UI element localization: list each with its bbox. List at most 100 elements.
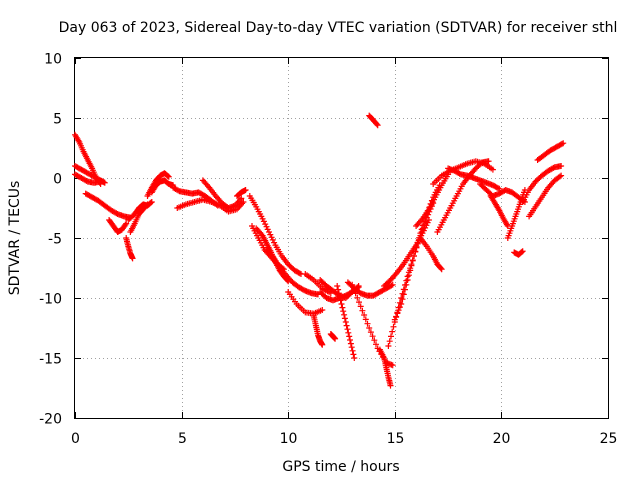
x-tick-label: 5: [178, 431, 187, 447]
data-point: [413, 243, 420, 250]
data-point: [402, 286, 408, 293]
data-point: [260, 218, 267, 225]
data-point: [343, 322, 350, 329]
data-point: [373, 341, 379, 348]
data-point: [348, 344, 355, 351]
data-point: [558, 172, 565, 179]
data-point: [409, 257, 416, 264]
data-point: [354, 294, 361, 301]
x-tick-label: 0: [71, 431, 80, 447]
data-point: [344, 326, 351, 333]
data-point: [389, 328, 396, 335]
data-point: [396, 304, 403, 311]
series-sat-track-43: [526, 172, 565, 220]
series-sat-track-3: [72, 171, 104, 186]
data-point: [101, 179, 108, 186]
data-point: [337, 297, 344, 304]
series-sat-track-18: [263, 247, 321, 298]
data-point: [144, 201, 151, 208]
data-point: [364, 320, 371, 327]
data-point: [408, 262, 415, 269]
data-point: [352, 290, 359, 297]
series-sat-track-35: [430, 158, 496, 187]
data-point: [366, 325, 373, 331]
series-sat-track-13: [199, 177, 245, 211]
data-point: [319, 307, 326, 313]
series-sat-track-44: [534, 140, 567, 163]
data-point: [356, 299, 362, 306]
data-point: [147, 199, 154, 206]
x-tick-label: 20: [493, 431, 511, 447]
data-point: [389, 362, 396, 369]
series-sat-track-14: [234, 187, 249, 199]
data-point: [165, 173, 171, 180]
series-sat-track-24: [327, 331, 339, 342]
data-point: [338, 301, 345, 307]
data-point: [165, 173, 172, 180]
data-point: [347, 340, 354, 347]
data-point: [122, 221, 129, 228]
data-point: [400, 291, 407, 298]
data-point: [412, 248, 419, 255]
data-point: [495, 185, 501, 192]
data-point: [398, 295, 405, 301]
data-point: [438, 266, 445, 273]
data-point: [390, 323, 397, 330]
data-point: [489, 166, 496, 173]
data-point: [403, 281, 410, 288]
data-point: [336, 293, 343, 300]
x-tick-label: 10: [280, 431, 298, 447]
y-tick-label: 5: [53, 112, 62, 128]
data-point: [123, 220, 130, 227]
series-sat-track-8: [127, 201, 151, 235]
data-point: [340, 308, 347, 315]
data-point: [395, 307, 402, 314]
data-point: [349, 347, 356, 354]
data-point: [518, 248, 525, 255]
data-point: [345, 329, 352, 336]
data-point: [388, 333, 394, 340]
data-point: [357, 303, 364, 310]
data-point: [367, 329, 374, 336]
data-point: [388, 282, 395, 289]
data-point: [129, 255, 136, 262]
series-sat-track-29: [376, 346, 394, 389]
series-sat-track-39: [487, 193, 511, 229]
series-sat-track-41: [511, 248, 526, 258]
data-point: [485, 158, 492, 165]
data-point: [347, 337, 353, 343]
data-point: [335, 290, 342, 297]
data-point: [341, 315, 348, 322]
y-tick-label: -20: [39, 412, 62, 428]
data-point: [404, 277, 411, 283]
data-point: [362, 316, 369, 323]
data-point: [385, 343, 392, 349]
data-point: [414, 239, 421, 246]
data-point: [350, 286, 357, 293]
series-sat-track-19: [285, 289, 326, 317]
data-point: [373, 121, 380, 128]
data-point: [332, 335, 339, 342]
series-sat-track-42: [519, 163, 565, 205]
data-point: [359, 307, 366, 314]
data-point: [556, 173, 563, 180]
y-tick-label: 0: [53, 172, 62, 188]
data-point: [346, 333, 353, 340]
data-point: [387, 382, 394, 389]
y-tick-label: 10: [44, 52, 62, 68]
data-point: [339, 304, 346, 311]
data-point: [148, 199, 155, 205]
data-point: [437, 265, 444, 272]
series-sat-track-36: [434, 158, 492, 235]
data-point: [361, 312, 368, 318]
data-point: [391, 316, 398, 323]
axis-ticks: [75, 58, 609, 419]
data-point: [334, 283, 341, 289]
data-points: [72, 112, 567, 389]
data-point: [319, 341, 326, 348]
series-sat-track-34: [417, 235, 445, 273]
data-point: [269, 236, 276, 243]
data-point: [242, 187, 249, 193]
data-point: [335, 286, 342, 293]
